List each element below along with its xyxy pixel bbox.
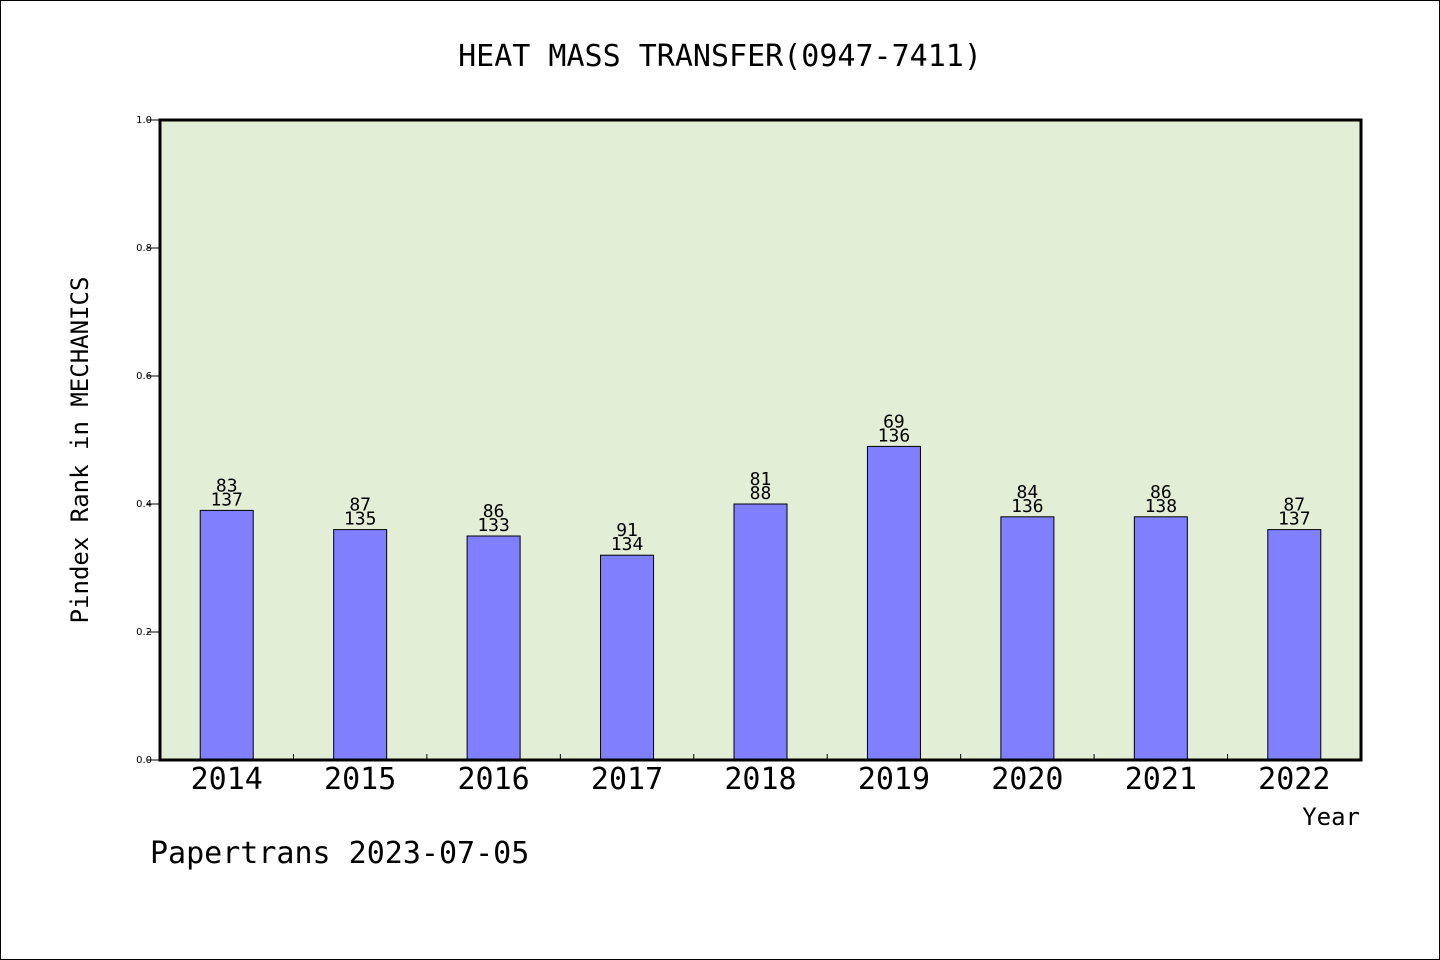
- plot-border: [158, 118, 1363, 762]
- bar-2017: [600, 554, 655, 761]
- x-tick-label: 2018: [724, 762, 796, 797]
- bar-label-top: 69: [883, 411, 905, 432]
- x-axis-label: Year: [1302, 803, 1360, 831]
- bar-label-bottom: 138: [1145, 496, 1178, 517]
- footer-credit: Papertrans 2023-07-05: [150, 836, 529, 871]
- bar-label-top: 84: [1017, 482, 1039, 503]
- bar-2021: [1133, 516, 1188, 761]
- bar-label-bottom: 136: [878, 425, 911, 446]
- x-tick-label: 2016: [457, 762, 529, 797]
- bar-label-bottom: 137: [210, 489, 243, 510]
- x-tick-label: 2014: [191, 762, 263, 797]
- y-tick-label: 1.0: [136, 115, 152, 126]
- bar-label-bottom: 137: [1278, 509, 1311, 530]
- y-tick-label: 0.0: [136, 755, 152, 766]
- bar-2015: [333, 529, 388, 761]
- bar-label-bottom: 134: [611, 534, 644, 555]
- bar-label-top: 87: [1283, 495, 1305, 516]
- x-tick-label: 2020: [991, 762, 1063, 797]
- bar-2014: [199, 509, 254, 761]
- bar-label-top: 91: [616, 520, 638, 541]
- bar-label-bottom: 136: [1011, 496, 1044, 517]
- y-tick-label: 0.4: [136, 499, 152, 510]
- bar-2022: [1267, 529, 1322, 761]
- x-tick-label: 2017: [591, 762, 663, 797]
- y-tick-label: 0.2: [136, 627, 152, 638]
- x-tick-label: 2019: [858, 762, 930, 797]
- bar-label-top: 86: [1150, 482, 1172, 503]
- bar-label-top: 83: [216, 475, 238, 496]
- y-tick-label: 0.8: [136, 243, 152, 254]
- bar-label-top: 87: [349, 495, 371, 516]
- y-axis: 0.0 0.2 0.4 0.6 0.8 1.0: [136, 115, 160, 766]
- x-axis: 2014 2015 2016 2017 2018 2019 2020 2021 2022: [191, 754, 1330, 797]
- x-tick-label: 2022: [1258, 762, 1330, 797]
- bar-2016: [466, 535, 521, 761]
- bar-label-bottom: 88: [750, 483, 772, 504]
- bar-2019: [866, 445, 921, 761]
- bar-2018: [733, 503, 788, 761]
- x-tick-label: 2015: [324, 762, 396, 797]
- bar-label-top: 86: [483, 501, 505, 522]
- x-tick-label: 2021: [1125, 762, 1197, 797]
- bar-label-top: 81: [750, 469, 772, 490]
- chart-title: HEAT MASS TRANSFER(0947-7411): [458, 39, 982, 74]
- y-tick-label: 0.6: [136, 371, 152, 382]
- bar-label-bottom: 133: [477, 515, 510, 536]
- bar-2020: [1000, 516, 1055, 761]
- bar-label-bottom: 135: [344, 509, 377, 530]
- y-axis-label: Pindex Rank in MECHANICS: [66, 277, 94, 624]
